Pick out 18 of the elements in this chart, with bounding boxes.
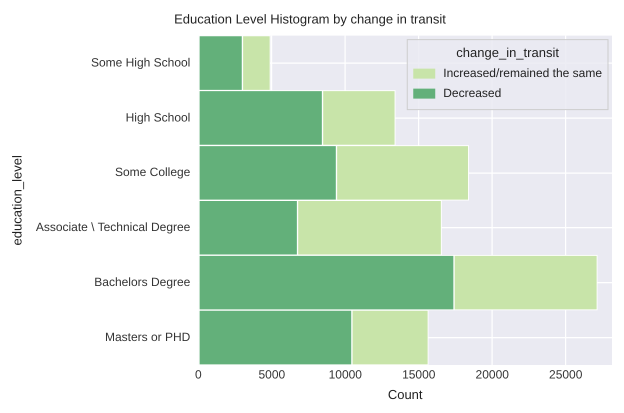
x-tick-label: 20000 [476,368,510,382]
legend-label: Increased/remained the same [443,66,602,80]
y-tick-label: Masters or PHD [104,330,191,344]
x-tick-label: 5000 [258,368,286,382]
y-tick-label: High School [126,110,190,124]
y-tick-label: Associate \ Technical Degree [36,220,191,234]
y-tick-label: Some College [114,165,191,180]
legend-label: Decreased [443,86,502,100]
y-tick-label: Bachelors Degree [94,274,191,289]
x-tick-label: 10000 [328,368,362,382]
x-tick-label: 25000 [549,368,583,382]
legend-title: change_in_transit [456,45,560,60]
y-axis-title: education_level [9,155,24,246]
x-axis-title: Count [388,386,423,402]
chart-title: Education Level Histogram by change in transit [174,11,446,26]
x-tick-label: 0 [195,368,202,382]
y-tick-label: Some High School [90,55,190,70]
x-tick-label: 15000 [402,368,436,382]
